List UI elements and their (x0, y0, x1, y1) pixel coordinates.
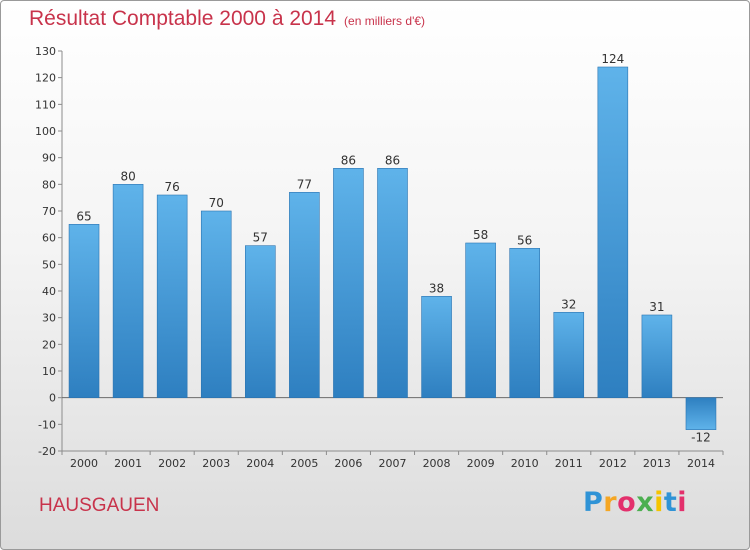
bar-2007 (377, 168, 408, 398)
y-tick-label: 20 (42, 338, 56, 351)
x-tick-label: 2005 (290, 457, 318, 470)
y-tick-label: -20 (38, 445, 56, 458)
bar-2002 (156, 194, 188, 398)
bar-2001 (112, 184, 144, 398)
y-tick-label: 10 (42, 365, 56, 378)
bar-2009 (465, 242, 496, 398)
bar-2012 (597, 66, 629, 398)
value-labels: 65 80 76 70 57 77 86 86 38 58 56 32 124 31 -12 (76, 52, 710, 445)
bar-2010 (509, 248, 540, 398)
y-tick-label: 0 (49, 392, 56, 405)
x-tick-label: 2006 (334, 457, 362, 470)
value-label-2014: -12 (691, 431, 711, 445)
logo-letter: r (603, 487, 618, 518)
value-label-2012: 124 (601, 52, 624, 66)
y-tick-label: 100 (35, 125, 56, 138)
y-tick-label: 40 (42, 285, 56, 298)
value-label-2006: 86 (341, 153, 356, 167)
logo-letter: i (677, 487, 688, 518)
x-tick-label: 2004 (246, 457, 274, 470)
x-tick-label: 2000 (70, 457, 98, 470)
logo-letter: t (663, 487, 678, 518)
bar-2008 (421, 296, 452, 398)
y-tick-label: -10 (38, 418, 56, 431)
value-label-2013: 31 (649, 300, 664, 314)
x-tick-label: 2007 (379, 457, 407, 470)
value-label-2003: 70 (209, 196, 224, 210)
value-label-2001: 80 (120, 169, 135, 183)
value-label-2005: 77 (297, 177, 312, 191)
y-tick-label: 60 (42, 232, 56, 245)
bars (68, 66, 717, 430)
value-label-2010: 56 (517, 233, 532, 247)
logo-letter: P (583, 487, 604, 518)
y-tick-label: 120 (35, 72, 56, 85)
value-label-2007: 86 (385, 153, 400, 167)
x-tick-label: 2008 (423, 457, 451, 470)
x-tick-label: 2002 (158, 457, 186, 470)
logo-letter: o (617, 487, 637, 518)
bar-2000 (68, 224, 100, 398)
chart-title-block: Résultat Comptable 2000 à 2014 (en millie… (29, 7, 425, 31)
logo-letter: i (654, 487, 664, 518)
y-tick-label: 50 (42, 258, 56, 271)
x-tick-label: 2009 (467, 457, 495, 470)
y-tick-label: 30 (42, 312, 56, 325)
x-axis: 2000 2001 2002 2003 2004 2005 2006 2007 2008 2009… (61, 397, 724, 470)
value-label-2011: 32 (561, 297, 576, 311)
x-tick-label: 2010 (511, 457, 539, 470)
x-tick-label: 2013 (643, 457, 671, 470)
value-label-2000: 65 (76, 209, 91, 223)
x-tick-label: 2001 (114, 457, 142, 470)
proxiti-logo: Proxiti (583, 487, 687, 518)
y-axis: -20 -10 0 10 20 30 40 50 60 70 80 90 100 110 120 130 (35, 45, 63, 458)
value-label-2009: 58 (473, 228, 488, 242)
x-tick-label: 2011 (555, 457, 583, 470)
x-tick-label: 2003 (202, 457, 230, 470)
chart-subtitle: (en milliers d'€) (344, 14, 426, 28)
bar-2006 (333, 168, 364, 398)
y-tick-label: 130 (35, 45, 56, 58)
logo-letter: x (636, 487, 655, 518)
x-tick-label: 2014 (687, 457, 715, 470)
bar-2011 (553, 312, 585, 398)
value-label-2004: 57 (253, 231, 268, 245)
bar-2005 (289, 192, 320, 398)
y-tick-label: 70 (42, 205, 56, 218)
bar-2014 (685, 397, 717, 430)
y-tick-label: 80 (42, 178, 56, 191)
bar-2003 (200, 210, 232, 398)
x-tick-label: 2012 (599, 457, 627, 470)
bar-2013 (641, 314, 673, 398)
chart-title: Résultat Comptable 2000 à 2014 (29, 7, 337, 30)
bar-2004 (245, 245, 276, 398)
value-label-2002: 76 (165, 180, 180, 194)
value-label-2008: 38 (429, 281, 444, 295)
y-tick-label: 90 (42, 152, 56, 165)
commune-name: HAUSGAUEN (39, 495, 160, 516)
y-tick-label: 110 (35, 98, 56, 111)
